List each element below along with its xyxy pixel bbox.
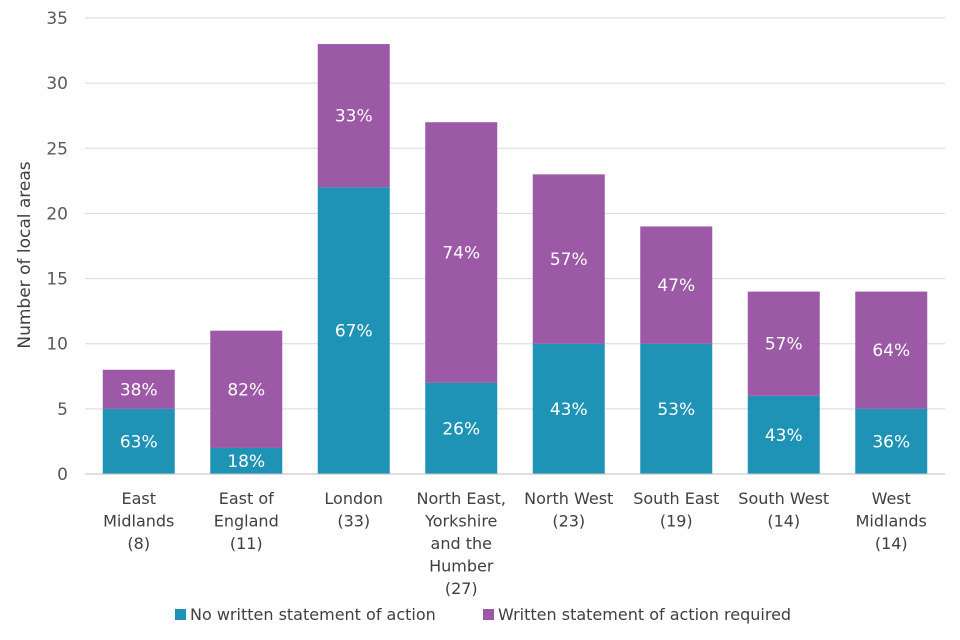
x-tick-label: East of (219, 489, 274, 508)
x-tick-label: (14) (875, 534, 908, 553)
bar-segment-statement-required (640, 226, 713, 344)
y-tick-label: 15 (46, 270, 68, 290)
y-tick-label: 5 (57, 400, 68, 420)
data-label: 57% (765, 335, 803, 355)
x-tick-label: England (214, 512, 279, 531)
legend-swatch (175, 609, 186, 620)
x-tick-label: (33) (337, 512, 370, 531)
x-tick-label: South West (738, 489, 829, 508)
data-label: 18% (227, 452, 265, 472)
legend-label: No written statement of action (190, 605, 436, 624)
data-labels: 63% 38% 18% 82% 67% 33% 26% 74% 43% 57% 53% 47% 43% 5… (120, 107, 910, 472)
x-tick-label: (27) (445, 579, 478, 598)
data-label: 82% (227, 380, 265, 400)
data-label: 43% (765, 426, 803, 446)
y-axis-title: Number of local areas (15, 161, 35, 348)
y-tick-label: 0 (57, 465, 68, 485)
bar-segment-no-statement (855, 408, 928, 474)
bar-segment-statement-required (210, 330, 283, 448)
bar-segment-statement-required (532, 174, 605, 344)
x-tick-label: (8) (127, 534, 150, 553)
bar-segment-no-statement (317, 187, 390, 474)
x-tick-label: (23) (552, 512, 585, 531)
data-label: 53% (657, 400, 695, 420)
y-tick-label: 10 (46, 335, 68, 355)
data-label: 47% (657, 276, 695, 296)
bar-segment-statement-required (747, 291, 820, 396)
bar-segment-statement-required (102, 369, 175, 409)
legend-label: Written statement of action required (498, 605, 791, 624)
bar-segment-statement-required (855, 291, 928, 409)
y-tick-label: 20 (46, 204, 68, 224)
bar-segment-no-statement (532, 343, 605, 474)
data-label: 64% (872, 341, 910, 361)
x-tick-label: North East, (417, 489, 506, 508)
bar-segment-statement-required (425, 122, 498, 383)
x-tick-label: Midlands (856, 512, 927, 531)
x-tick-label: (11) (230, 534, 263, 553)
legend-swatch (483, 609, 494, 620)
x-tick-label: North West (524, 489, 613, 508)
x-tick-label: West (872, 489, 911, 508)
bar-segment-no-statement (210, 447, 283, 474)
data-label: 74% (442, 244, 480, 264)
x-tick-label: South East (633, 489, 719, 508)
y-axis: 0 5 10 15 20 25 30 35 (46, 9, 68, 485)
data-label: 67% (335, 322, 373, 342)
x-tick-label: East (121, 489, 156, 508)
bar-segment-no-statement (640, 343, 713, 474)
data-label: 26% (442, 419, 480, 439)
x-tick-label: London (324, 489, 383, 508)
data-label: 38% (120, 380, 158, 400)
data-label: 57% (550, 250, 588, 270)
x-tick-label: (14) (767, 512, 800, 531)
y-tick-label: 35 (46, 9, 68, 29)
x-tick-label: Yorkshire (424, 512, 497, 531)
data-label: 43% (550, 400, 588, 420)
x-tick-label: Humber (429, 557, 494, 576)
x-axis: East Midlands (8) East of England (11) London (… (85, 473, 945, 598)
data-label: 36% (872, 432, 910, 452)
x-tick-label: (19) (660, 512, 693, 531)
bar-segment-no-statement (425, 382, 498, 474)
bar-segment-no-statement (747, 395, 820, 474)
data-label: 63% (120, 432, 158, 452)
y-tick-label: 25 (46, 139, 68, 159)
y-tick-label: 30 (46, 74, 68, 94)
x-tick-label: and the (431, 534, 492, 553)
bar-segment-statement-required (317, 44, 390, 188)
bar-segment-no-statement (102, 408, 175, 474)
bars (102, 44, 928, 474)
legend: No written statement of action Written st… (175, 605, 791, 624)
data-label: 33% (335, 107, 373, 127)
x-tick-label: Midlands (103, 512, 174, 531)
